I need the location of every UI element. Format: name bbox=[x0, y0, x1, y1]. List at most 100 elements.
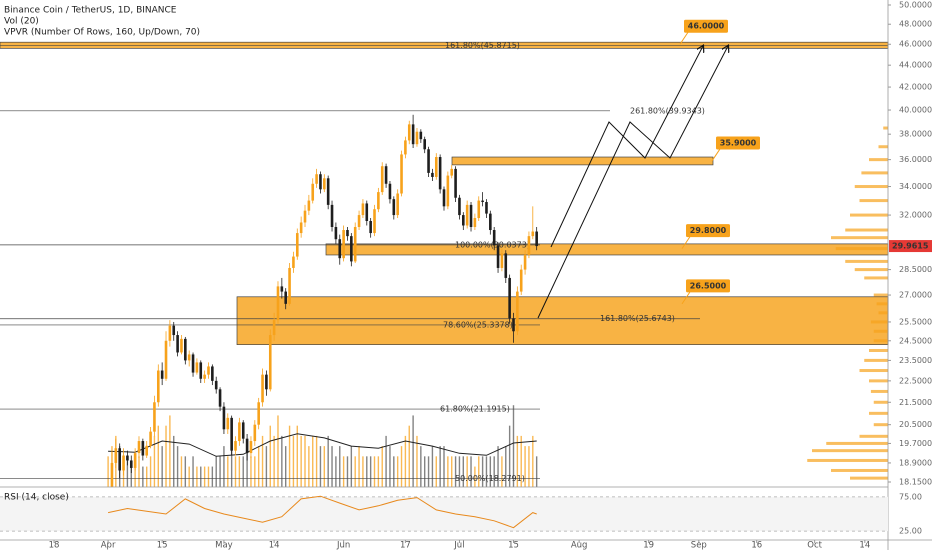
x-tick-label: 15 bbox=[157, 541, 168, 550]
rsi-line bbox=[107, 495, 537, 529]
tag-label: 46.0000 bbox=[688, 22, 725, 31]
candle-body bbox=[191, 354, 195, 373]
volume-bar bbox=[350, 446, 353, 487]
candle-body bbox=[172, 325, 176, 336]
candle-body bbox=[292, 256, 295, 268]
fib-label: 78.60%(25.3378) bbox=[443, 320, 513, 329]
volume-bar bbox=[269, 425, 271, 487]
candle-body bbox=[129, 460, 133, 468]
vpvr-bar bbox=[812, 449, 888, 453]
volume-bar bbox=[497, 446, 499, 487]
candle-body bbox=[168, 325, 172, 341]
y-tick-label: 36.0000 bbox=[899, 155, 932, 164]
volume-title: Vol (20) bbox=[4, 17, 39, 27]
candle-body bbox=[353, 226, 357, 262]
volume-bar bbox=[427, 456, 430, 487]
candle-body bbox=[203, 374, 206, 379]
vpvr-bar bbox=[869, 411, 888, 415]
zone bbox=[451, 156, 714, 166]
candle-body bbox=[500, 253, 504, 268]
volume-bar bbox=[146, 466, 148, 487]
candle-body bbox=[114, 448, 118, 463]
candle-body bbox=[184, 338, 187, 361]
vpvr-bar bbox=[826, 441, 888, 445]
candle-body bbox=[118, 448, 121, 471]
volume-bar bbox=[373, 456, 376, 487]
candle-body bbox=[268, 335, 272, 390]
volume-bar bbox=[188, 466, 190, 487]
fib-label: 261.80%(39.9343) bbox=[630, 106, 705, 115]
tag-pointer bbox=[711, 148, 721, 162]
candle-body bbox=[137, 441, 141, 454]
volume-bar bbox=[362, 456, 364, 487]
vpvr-bar bbox=[850, 213, 888, 217]
candle-body bbox=[218, 389, 222, 407]
candle-body bbox=[284, 291, 288, 304]
candle-body bbox=[199, 362, 203, 379]
candle-body bbox=[338, 239, 342, 259]
candle-body bbox=[276, 286, 280, 321]
vpvr-bar bbox=[876, 302, 888, 306]
candle-body bbox=[434, 157, 438, 177]
candle-body bbox=[365, 203, 369, 221]
volume-bar bbox=[207, 466, 210, 487]
fib-label: 100.00%(30.0373) bbox=[455, 240, 530, 249]
y-tick-label: 23.5000 bbox=[899, 356, 932, 365]
y-tick-label: 19.7000 bbox=[899, 439, 932, 448]
tag-label: 29.8000 bbox=[690, 226, 727, 235]
candle-body bbox=[149, 431, 152, 446]
volume-bar bbox=[165, 425, 167, 487]
candle-body bbox=[523, 254, 527, 270]
candles bbox=[110, 114, 538, 487]
volume-bar bbox=[265, 446, 268, 487]
volume-bar bbox=[223, 446, 225, 487]
candle-body bbox=[326, 178, 330, 205]
vpvr-bar bbox=[859, 434, 888, 438]
y-tick-label: 22.5000 bbox=[899, 376, 932, 385]
volume-bar bbox=[161, 446, 163, 487]
volume-bar bbox=[346, 456, 349, 487]
volume-bar bbox=[404, 435, 407, 487]
candle-body bbox=[133, 453, 137, 468]
vpvr-bar bbox=[864, 358, 888, 362]
candle-body bbox=[519, 269, 523, 292]
vpvr-bar bbox=[835, 247, 888, 251]
volume-bar bbox=[354, 456, 356, 487]
volume-bar bbox=[246, 446, 248, 487]
volume-bar bbox=[176, 446, 179, 487]
rsi-tick-label: 75.00 bbox=[899, 492, 922, 501]
volume-bar bbox=[377, 456, 380, 487]
candle-body bbox=[392, 199, 396, 216]
volume-bar bbox=[323, 446, 326, 487]
candle-body bbox=[222, 406, 226, 430]
candle-body bbox=[110, 462, 114, 487]
volume-bar bbox=[493, 456, 495, 487]
volume-bar bbox=[192, 456, 194, 487]
volume-bar bbox=[528, 446, 530, 487]
fib-label: 161.80%(45.8715) bbox=[445, 41, 520, 50]
vpvr-bar bbox=[859, 369, 888, 373]
chart-title: Binance Coin / TetherUS, 1D, BINANCE bbox=[4, 6, 177, 16]
volume-bar bbox=[238, 456, 241, 487]
candle-body bbox=[377, 192, 380, 210]
x-tick-label: 14 bbox=[269, 541, 280, 550]
x-tick-label: 14 bbox=[859, 541, 870, 550]
candle-body bbox=[164, 340, 168, 379]
volume-bar bbox=[420, 446, 422, 487]
volume-bar bbox=[250, 456, 252, 487]
candle-body bbox=[407, 124, 411, 141]
fib-label: 61.80%(21.1915) bbox=[440, 405, 510, 414]
candle-body bbox=[334, 226, 338, 240]
vpvr-bar bbox=[845, 228, 888, 232]
candle-body bbox=[211, 366, 214, 381]
candle-body bbox=[380, 166, 384, 193]
volume-bar bbox=[339, 446, 341, 487]
candle-body bbox=[257, 402, 260, 425]
volume-bar bbox=[107, 456, 109, 487]
volume-bar bbox=[292, 435, 295, 487]
x-tick-label: Sep bbox=[691, 541, 707, 550]
rsi-tick-label: 25.00 bbox=[899, 527, 922, 536]
volume-bar bbox=[408, 425, 410, 487]
y-tick-label: 20.5000 bbox=[899, 420, 932, 429]
volume-bar bbox=[489, 456, 492, 487]
